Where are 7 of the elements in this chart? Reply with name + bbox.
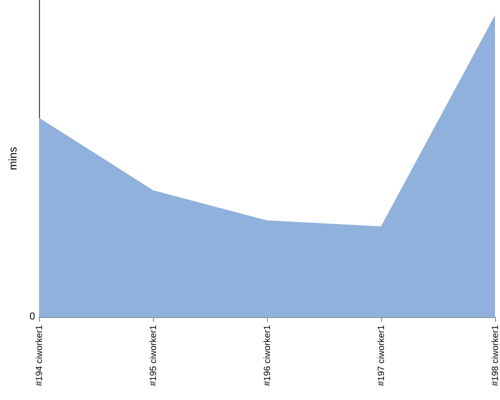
x-tick-label: #196 ciworker1 [262, 325, 272, 386]
x-tick-label: #194 ciworker1 [34, 325, 44, 386]
x-tick-label: #198 ciworker1 [490, 325, 500, 386]
x-tick-label: #195 ciworker1 [148, 325, 158, 386]
y-axis-title: mins [8, 146, 20, 170]
x-tick-label: #197 ciworker1 [376, 325, 386, 386]
text: 0 [29, 312, 36, 322]
